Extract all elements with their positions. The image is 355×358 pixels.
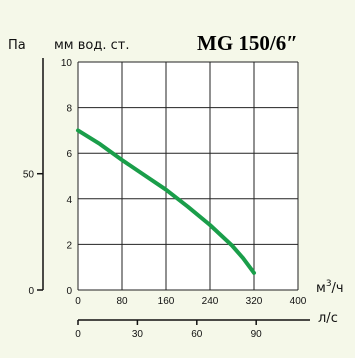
x-tick-label: 160: [158, 296, 175, 307]
chart-axes: [37, 58, 310, 325]
y-tick-label: 10: [61, 58, 73, 69]
y-tick-label: 6: [66, 149, 72, 160]
x-tick-label: 320: [246, 296, 263, 307]
x-axis-unit-base: м: [316, 281, 326, 296]
pa-tick-label: 50: [23, 170, 35, 181]
y-tick-label: 2: [66, 240, 72, 251]
pa-tick-label: 0: [28, 286, 34, 297]
chart-series-layer: [76, 128, 256, 275]
mm-axis-unit: мм вод. ст.: [54, 38, 129, 53]
x2-axis-unit: л/с: [318, 311, 338, 326]
x-tick-label: 0: [75, 296, 81, 307]
x-tick-label: 400: [290, 296, 307, 307]
x2-tick-label: 60: [191, 329, 203, 340]
x-axis-unit: м3/ч: [316, 279, 344, 296]
x2-tick-label: 90: [251, 329, 263, 340]
chart-grid: [77, 61, 299, 291]
performance-curve: [76, 128, 256, 275]
y-tick-label: 0: [66, 286, 72, 297]
x-axis-unit-tail: /ч: [332, 281, 344, 296]
y-tick-label: 8: [66, 104, 72, 115]
plot-area: [78, 62, 298, 290]
x-tick-label: 240: [202, 296, 219, 307]
y-tick-label: 4: [66, 195, 72, 206]
chart-title: MG 150/6″: [197, 31, 298, 55]
pa-axis-unit: Па: [8, 38, 26, 53]
x2-tick-label: 30: [132, 329, 144, 340]
x-axis-unit-sup: 3: [326, 279, 332, 289]
x-tick-label: 80: [116, 296, 128, 307]
x2-tick-label: 0: [75, 329, 81, 340]
